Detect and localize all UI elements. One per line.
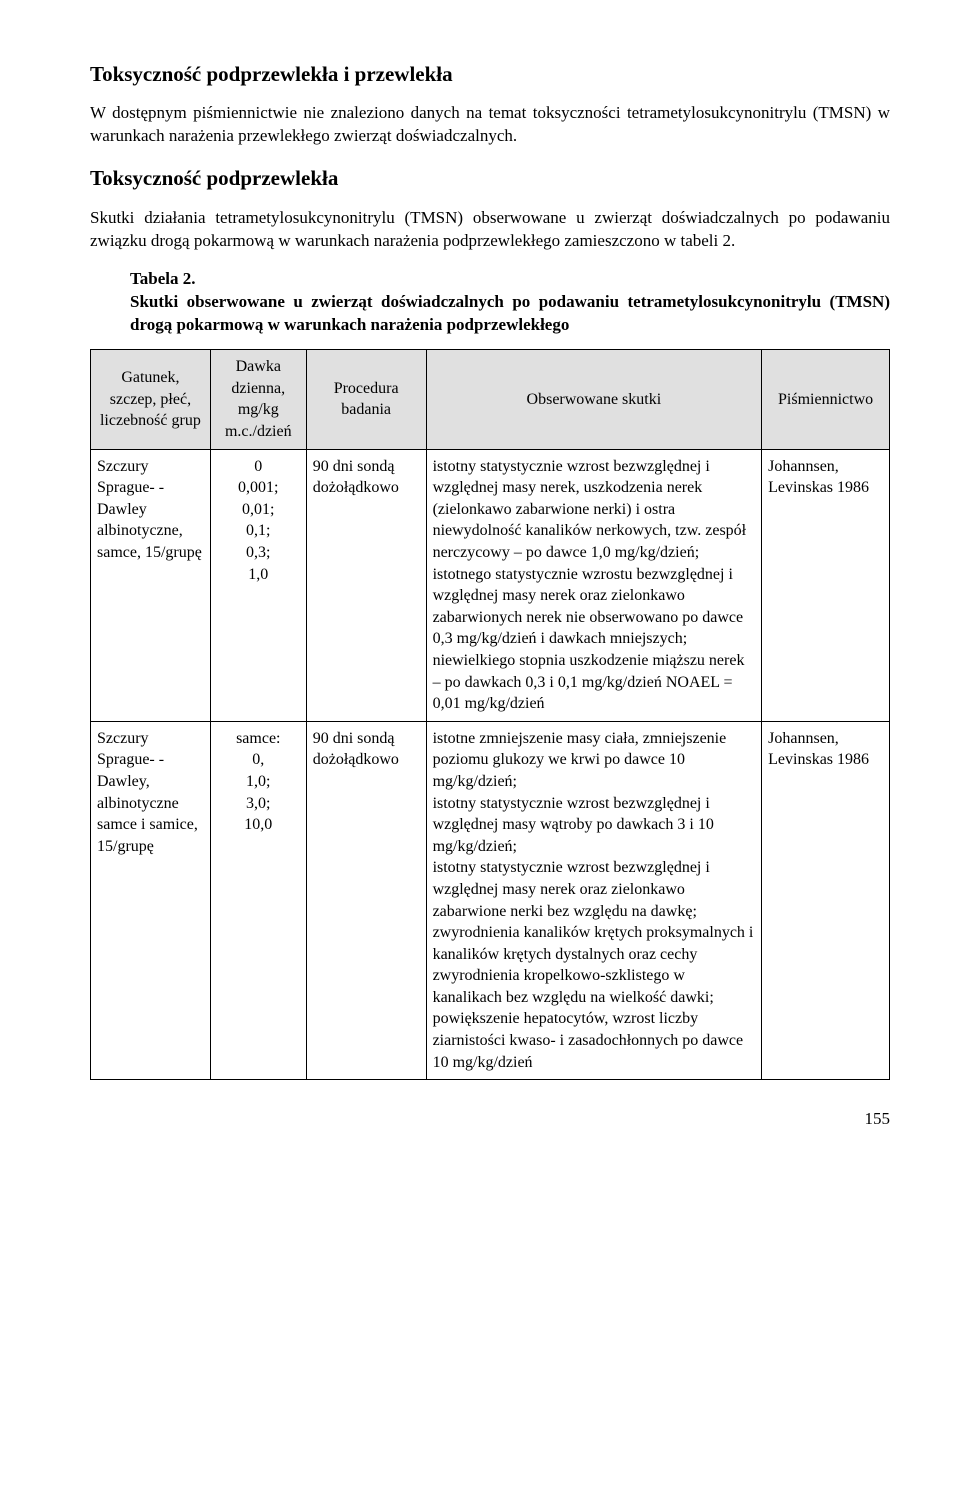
cell-effects: istotne zmniejszenie masy ciała, zmniejs… [426,721,762,1080]
cell-species: Szczury Sprague- -Dawley albinotyczne, s… [91,449,211,721]
section1-heading: Toksyczność podprzewlekła i przewlekła [90,60,890,88]
table-row: Szczury Sprague- -Dawley, albinotyczne s… [91,721,890,1080]
table-label: Tabela 2. [130,268,890,291]
section2-para: Skutki działania tetrametylosukcynonitry… [90,207,890,253]
cell-dose: 0 0,001; 0,01; 0,1; 0,3; 1,0 [210,449,306,721]
cell-dose: samce: 0, 1,0; 3,0; 10,0 [210,721,306,1080]
th-reference: Piśmiennictwo [762,350,890,449]
cell-effects: istotny statystycznie wzrost bezwzględne… [426,449,762,721]
th-species: Gatunek, szczep, płeć, liczebność grup [91,350,211,449]
cell-reference: Johannsen, Levinskas 1986 [762,721,890,1080]
cell-species: Szczury Sprague- -Dawley, albinotyczne s… [91,721,211,1080]
table-row: Szczury Sprague- -Dawley albinotyczne, s… [91,449,890,721]
effects-table: Gatunek, szczep, płeć, liczebność grup D… [90,349,890,1080]
page-number: 155 [90,1108,890,1131]
cell-procedure: 90 dni sondą dożołądkowo [306,449,426,721]
table-header-row: Gatunek, szczep, płeć, liczebność grup D… [91,350,890,449]
th-dose: Dawka dzienna, mg/kg m.c./dzień [210,350,306,449]
cell-reference: Johannsen, Levinskas 1986 [762,449,890,721]
cell-procedure: 90 dni sondą dożołądkowo [306,721,426,1080]
table-caption: Skutki obserwowane u zwierząt doświadcza… [130,291,890,337]
table-caption-block: Tabela 2. Skutki obserwowane u zwierząt … [130,268,890,337]
section1-para: W dostępnym piśmiennictwie nie znalezion… [90,102,890,148]
th-effects: Obserwowane skutki [426,350,762,449]
th-procedure: Procedura badania [306,350,426,449]
section2-heading: Toksyczność podprzewlekła [90,164,890,192]
